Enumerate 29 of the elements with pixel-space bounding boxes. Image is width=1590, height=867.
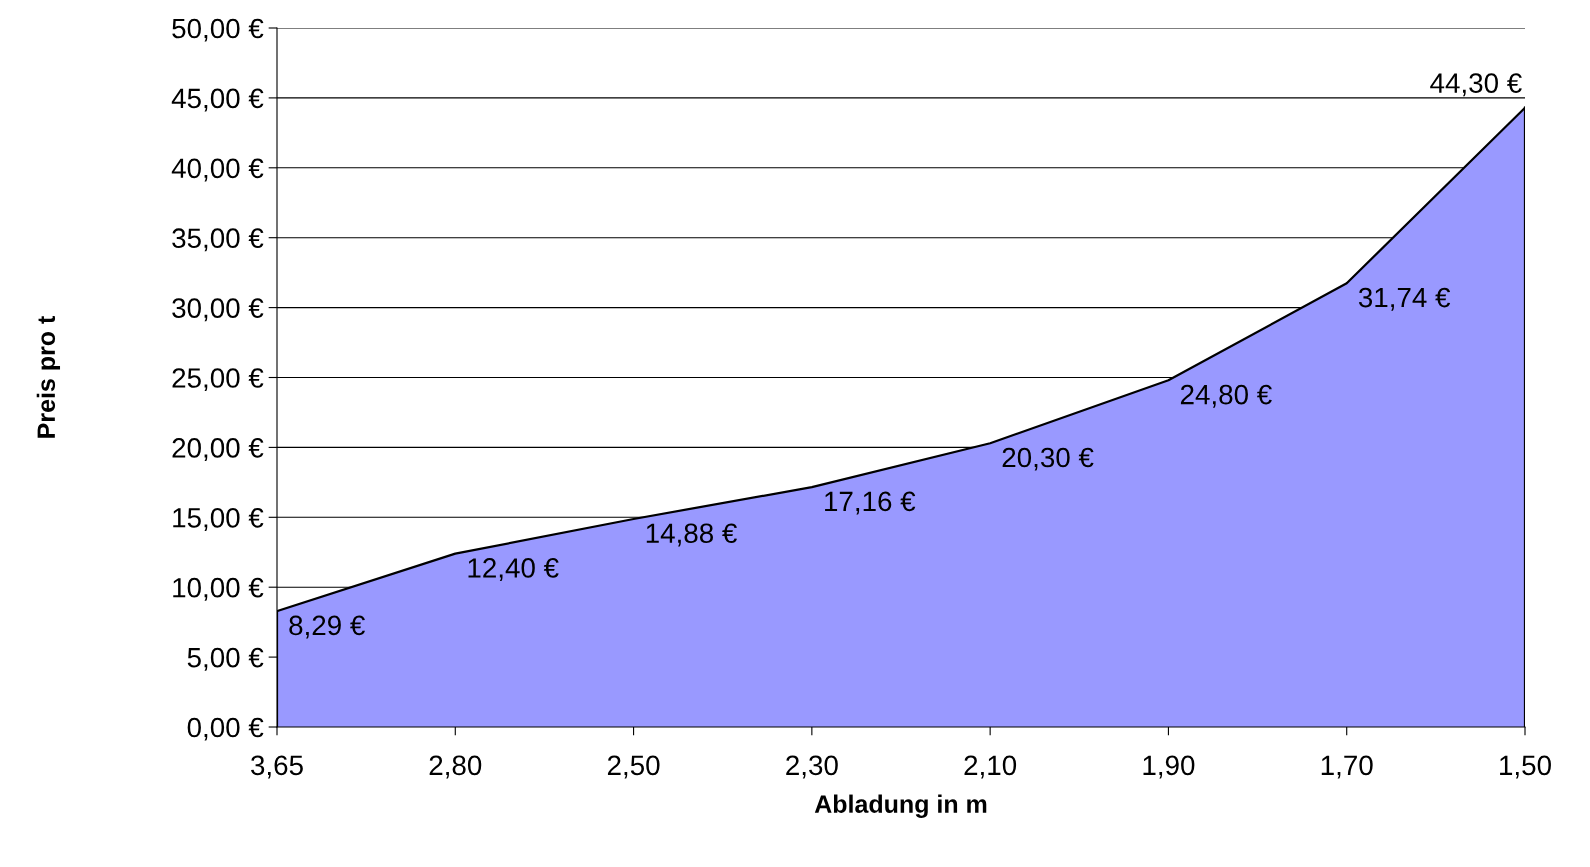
y-tick-label: 0,00 € [187, 717, 264, 741]
data-label: 20,30 € [1002, 447, 1094, 471]
data-label: 14,88 € [646, 523, 737, 547]
x-tick-label: 1,50 [1500, 755, 1551, 779]
y-tick-label: 5,00 € [187, 647, 264, 671]
y-tick-label: 50,00 € [172, 18, 264, 42]
y-tick-label: 30,00 € [172, 298, 264, 322]
x-axis-title: Abladung in m [814, 794, 987, 818]
x-tick-label: 2,10 [964, 755, 1017, 779]
data-label: 31,74 € [1358, 287, 1451, 311]
x-tick-label: 2,30 [786, 755, 838, 779]
x-tick-label: 1,90 [1143, 755, 1195, 779]
y-tick-label: 25,00 € [172, 368, 264, 392]
data-label: 8,29 € [289, 615, 365, 639]
x-tick-label: 2,80 [429, 755, 482, 779]
y-tick-label: 40,00 € [171, 158, 264, 182]
x-tick-label: 2,50 [607, 755, 660, 779]
data-label: 17,16 € [825, 491, 916, 515]
x-tick-label: 3,65 [251, 755, 303, 779]
x-tick-label: 1,70 [1321, 755, 1373, 779]
data-label: 24,80 € [1180, 384, 1272, 408]
y-tick-label: 45,00 € [171, 88, 264, 112]
y-tick-label: 10,00 € [173, 577, 264, 601]
data-label: 12,40 € [468, 558, 559, 582]
y-axis-title: Preis pro t [36, 315, 61, 438]
y-tick-label: 15,00 € [173, 507, 264, 531]
y-tick-label: 35,00 € [172, 228, 264, 252]
y-tick-label: 20,00 € [172, 438, 264, 462]
data-label: 44,30 € [1430, 73, 1522, 97]
